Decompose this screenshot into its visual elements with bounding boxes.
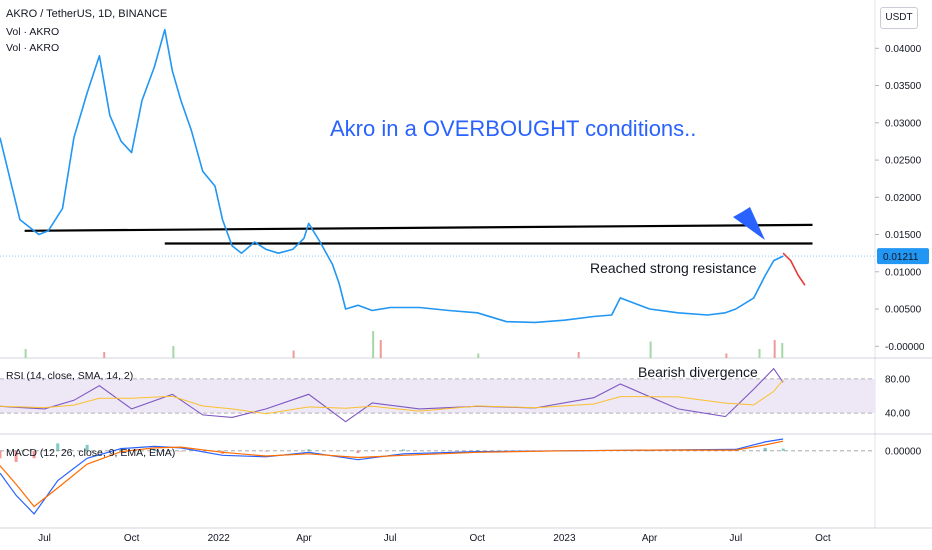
macd-histogram-bar bbox=[14, 450, 18, 462]
rsi-label[interactable]: RSI (14, close, SMA, 14, 2) bbox=[6, 370, 134, 382]
price-tick-label: 0.02000 bbox=[885, 193, 922, 204]
volume-bar bbox=[758, 349, 761, 358]
macd-histogram-bar bbox=[401, 449, 405, 451]
macd-tick-label: 0.00000 bbox=[885, 446, 922, 457]
price-tick-label: -0.00000 bbox=[885, 342, 925, 353]
volume-bar bbox=[24, 349, 27, 358]
macd-histogram-bar bbox=[119, 447, 123, 451]
macd-histogram-bar bbox=[0, 450, 2, 459]
volume-indicator-label[interactable]: Vol · AKRO bbox=[6, 26, 60, 38]
time-axis-label: Oct bbox=[469, 533, 485, 544]
time-axis-label: Apr bbox=[296, 533, 312, 544]
volume-bar bbox=[172, 346, 175, 358]
time-axis-label: Oct bbox=[815, 533, 831, 544]
volume-bar bbox=[372, 331, 375, 358]
macd-histogram-bar bbox=[781, 448, 785, 451]
price-tick-label: 0.02500 bbox=[885, 156, 922, 167]
price-tick-label: 0.00500 bbox=[885, 305, 922, 316]
price-line bbox=[0, 28, 784, 324]
time-axis-label: Jul bbox=[38, 533, 51, 544]
volume-bar bbox=[379, 340, 382, 358]
macd-histogram-bar bbox=[152, 449, 156, 451]
macd-histogram-bar bbox=[307, 449, 311, 451]
macd-histogram-bar bbox=[85, 444, 89, 451]
volume-bar bbox=[649, 341, 652, 358]
overbought-annotation: Akro in a OVERBOUGHT conditions.. bbox=[330, 116, 697, 141]
macd-histogram-bar bbox=[356, 450, 360, 454]
macd-histogram-bar bbox=[763, 447, 767, 451]
volume-bar bbox=[477, 353, 480, 358]
volume-bar bbox=[292, 350, 295, 358]
volume-bar bbox=[577, 352, 580, 358]
macd-histogram-bar bbox=[56, 443, 60, 451]
volume-indicator-label-2[interactable]: Vol · AKRO bbox=[6, 42, 60, 54]
macd-label[interactable]: MACD (12, 26, close, 9, EMA, EMA) bbox=[6, 447, 176, 459]
arrow-icon bbox=[705, 170, 765, 240]
time-axis-label: Jul bbox=[384, 533, 397, 544]
divergence-annotation: Bearish divergence bbox=[638, 364, 758, 380]
volume-bar bbox=[781, 343, 784, 358]
price-tick-label: 0.03500 bbox=[885, 81, 922, 92]
last-price-label: 0.01211 bbox=[883, 252, 919, 263]
volume-bar bbox=[725, 353, 728, 358]
macd-histogram-bar bbox=[179, 450, 183, 452]
symbol-title: AKRO / TetherUS, 1D, BINANCE bbox=[6, 8, 168, 20]
price-tick-label: 0.04000 bbox=[885, 44, 922, 55]
rsi-band bbox=[0, 378, 875, 414]
price-tick-label: 0.01000 bbox=[885, 267, 922, 278]
time-axis-label: Apr bbox=[642, 533, 658, 544]
macd-histogram-bar bbox=[264, 450, 268, 452]
rsi-tick-label: 80.00 bbox=[885, 374, 910, 385]
time-axis-label: 2023 bbox=[553, 533, 576, 544]
price-tick-label: 0.03000 bbox=[885, 118, 922, 129]
time-axis-label: Oct bbox=[124, 533, 140, 544]
time-axis-label: 2022 bbox=[208, 533, 231, 544]
resistance-annotation: Reached strong resistance bbox=[590, 260, 757, 276]
macd-signal-line bbox=[0, 440, 784, 508]
volume-bar bbox=[103, 352, 106, 358]
projection-line bbox=[782, 252, 806, 286]
price-tick-label: 0.01500 bbox=[885, 230, 922, 241]
time-axis-label: Jul bbox=[729, 533, 742, 544]
macd-histogram-bar bbox=[475, 450, 479, 451]
rsi-tick-label: 40.00 bbox=[885, 409, 910, 420]
last-price-badge bbox=[877, 248, 929, 265]
volume-bar bbox=[773, 340, 776, 358]
resistance-line bbox=[24, 223, 813, 232]
macd-histogram-bar bbox=[32, 450, 36, 459]
rsi-sma-line bbox=[0, 379, 784, 415]
rsi-line bbox=[0, 367, 784, 423]
currency-button[interactable]: USDT bbox=[880, 7, 918, 29]
macd-histogram-bar bbox=[648, 450, 652, 452]
